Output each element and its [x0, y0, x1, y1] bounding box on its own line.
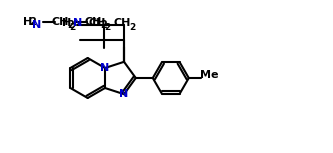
Text: Me: Me [199, 70, 218, 80]
Text: 2: 2 [68, 20, 74, 30]
Text: 2: 2 [101, 20, 107, 30]
Text: 2: 2 [69, 22, 75, 32]
Text: N: N [100, 63, 110, 73]
Text: N: N [120, 89, 129, 99]
Text: CH: CH [88, 18, 106, 28]
Text: H: H [62, 18, 72, 28]
Text: CH: CH [113, 18, 131, 28]
Text: CH: CH [84, 17, 102, 27]
Text: 2: 2 [30, 17, 36, 27]
Text: N: N [32, 20, 42, 30]
Text: N: N [73, 18, 83, 28]
Text: H: H [23, 17, 33, 27]
Text: CH: CH [51, 17, 69, 27]
Text: 2: 2 [129, 22, 135, 32]
Text: 2: 2 [104, 22, 110, 32]
